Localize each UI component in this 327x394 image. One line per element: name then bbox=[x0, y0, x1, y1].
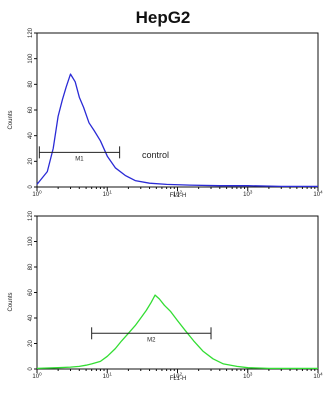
x-tick-label-bottom: 100 bbox=[32, 372, 42, 381]
y-ticks-top: 0 20 40 60 80 100 120 bbox=[28, 27, 37, 189]
histogram-panel-bottom: 0 20 40 60 80 100 120 100 101 102 103 104 M2 FL1-H… bbox=[8, 210, 323, 382]
y-tick-label-top: 100 bbox=[28, 53, 34, 64]
plot-frame-top bbox=[36, 32, 319, 188]
y-tick-label-bottom: 0 bbox=[28, 367, 34, 371]
y-tick-label-top: 80 bbox=[28, 80, 34, 87]
x-tick-label-bottom: 102 bbox=[173, 372, 183, 381]
y-tick-label-bottom: 20 bbox=[28, 340, 34, 347]
y-tick-label-top: 0 bbox=[28, 185, 34, 189]
x-tick-label-bottom: 103 bbox=[243, 372, 253, 381]
y-tick-label-top: 40 bbox=[28, 132, 34, 139]
x-tick-label-top: 102 bbox=[173, 190, 183, 199]
y-tick-label-bottom: 120 bbox=[28, 210, 34, 221]
plot-frame-bottom bbox=[36, 215, 319, 370]
x-axis-label-top: FL1-H bbox=[170, 193, 187, 199]
x-tick-label-top: 103 bbox=[243, 190, 253, 199]
histogram-trace-sample bbox=[36, 294, 318, 370]
gate-marker-m2: M2 bbox=[91, 327, 212, 343]
y-tick-label-top: 120 bbox=[28, 27, 34, 38]
x-ticks-bottom: 100 101 102 103 104 bbox=[32, 369, 323, 380]
x-tick-label-top: 101 bbox=[103, 190, 113, 199]
x-tick-label-bottom: 104 bbox=[313, 372, 323, 381]
x-axis-label-bottom: FL1-H bbox=[170, 376, 187, 382]
histogram-trace-control bbox=[36, 73, 318, 188]
y-tick-label-top: 20 bbox=[28, 157, 34, 164]
y-axis-label-bottom: Counts bbox=[8, 292, 14, 311]
y-axis-label-top: Counts bbox=[8, 110, 14, 129]
control-annotation: control bbox=[142, 150, 169, 160]
gate-marker-m1: M1 bbox=[38, 146, 121, 162]
gate-label: M2 bbox=[147, 337, 156, 343]
y-ticks-bottom: 0 20 40 60 80 100 120 bbox=[28, 210, 37, 371]
gate-label: M1 bbox=[75, 156, 84, 162]
histogram-panel-top: 0 20 40 60 80 100 120 100 101 102 103 104 M1 contr… bbox=[8, 27, 323, 199]
y-tick-label-bottom: 80 bbox=[28, 263, 34, 270]
y-tick-label-bottom: 60 bbox=[28, 289, 34, 296]
x-tick-label-top: 100 bbox=[32, 190, 42, 199]
x-tick-label-top: 104 bbox=[313, 190, 323, 199]
x-ticks-top: 100 101 102 103 104 bbox=[32, 187, 323, 198]
y-tick-label-bottom: 100 bbox=[28, 236, 34, 247]
x-tick-label-bottom: 101 bbox=[103, 372, 113, 381]
y-tick-label-bottom: 40 bbox=[28, 314, 34, 321]
chart-title: HepG2 bbox=[136, 8, 191, 27]
y-tick-label-top: 60 bbox=[28, 106, 34, 113]
